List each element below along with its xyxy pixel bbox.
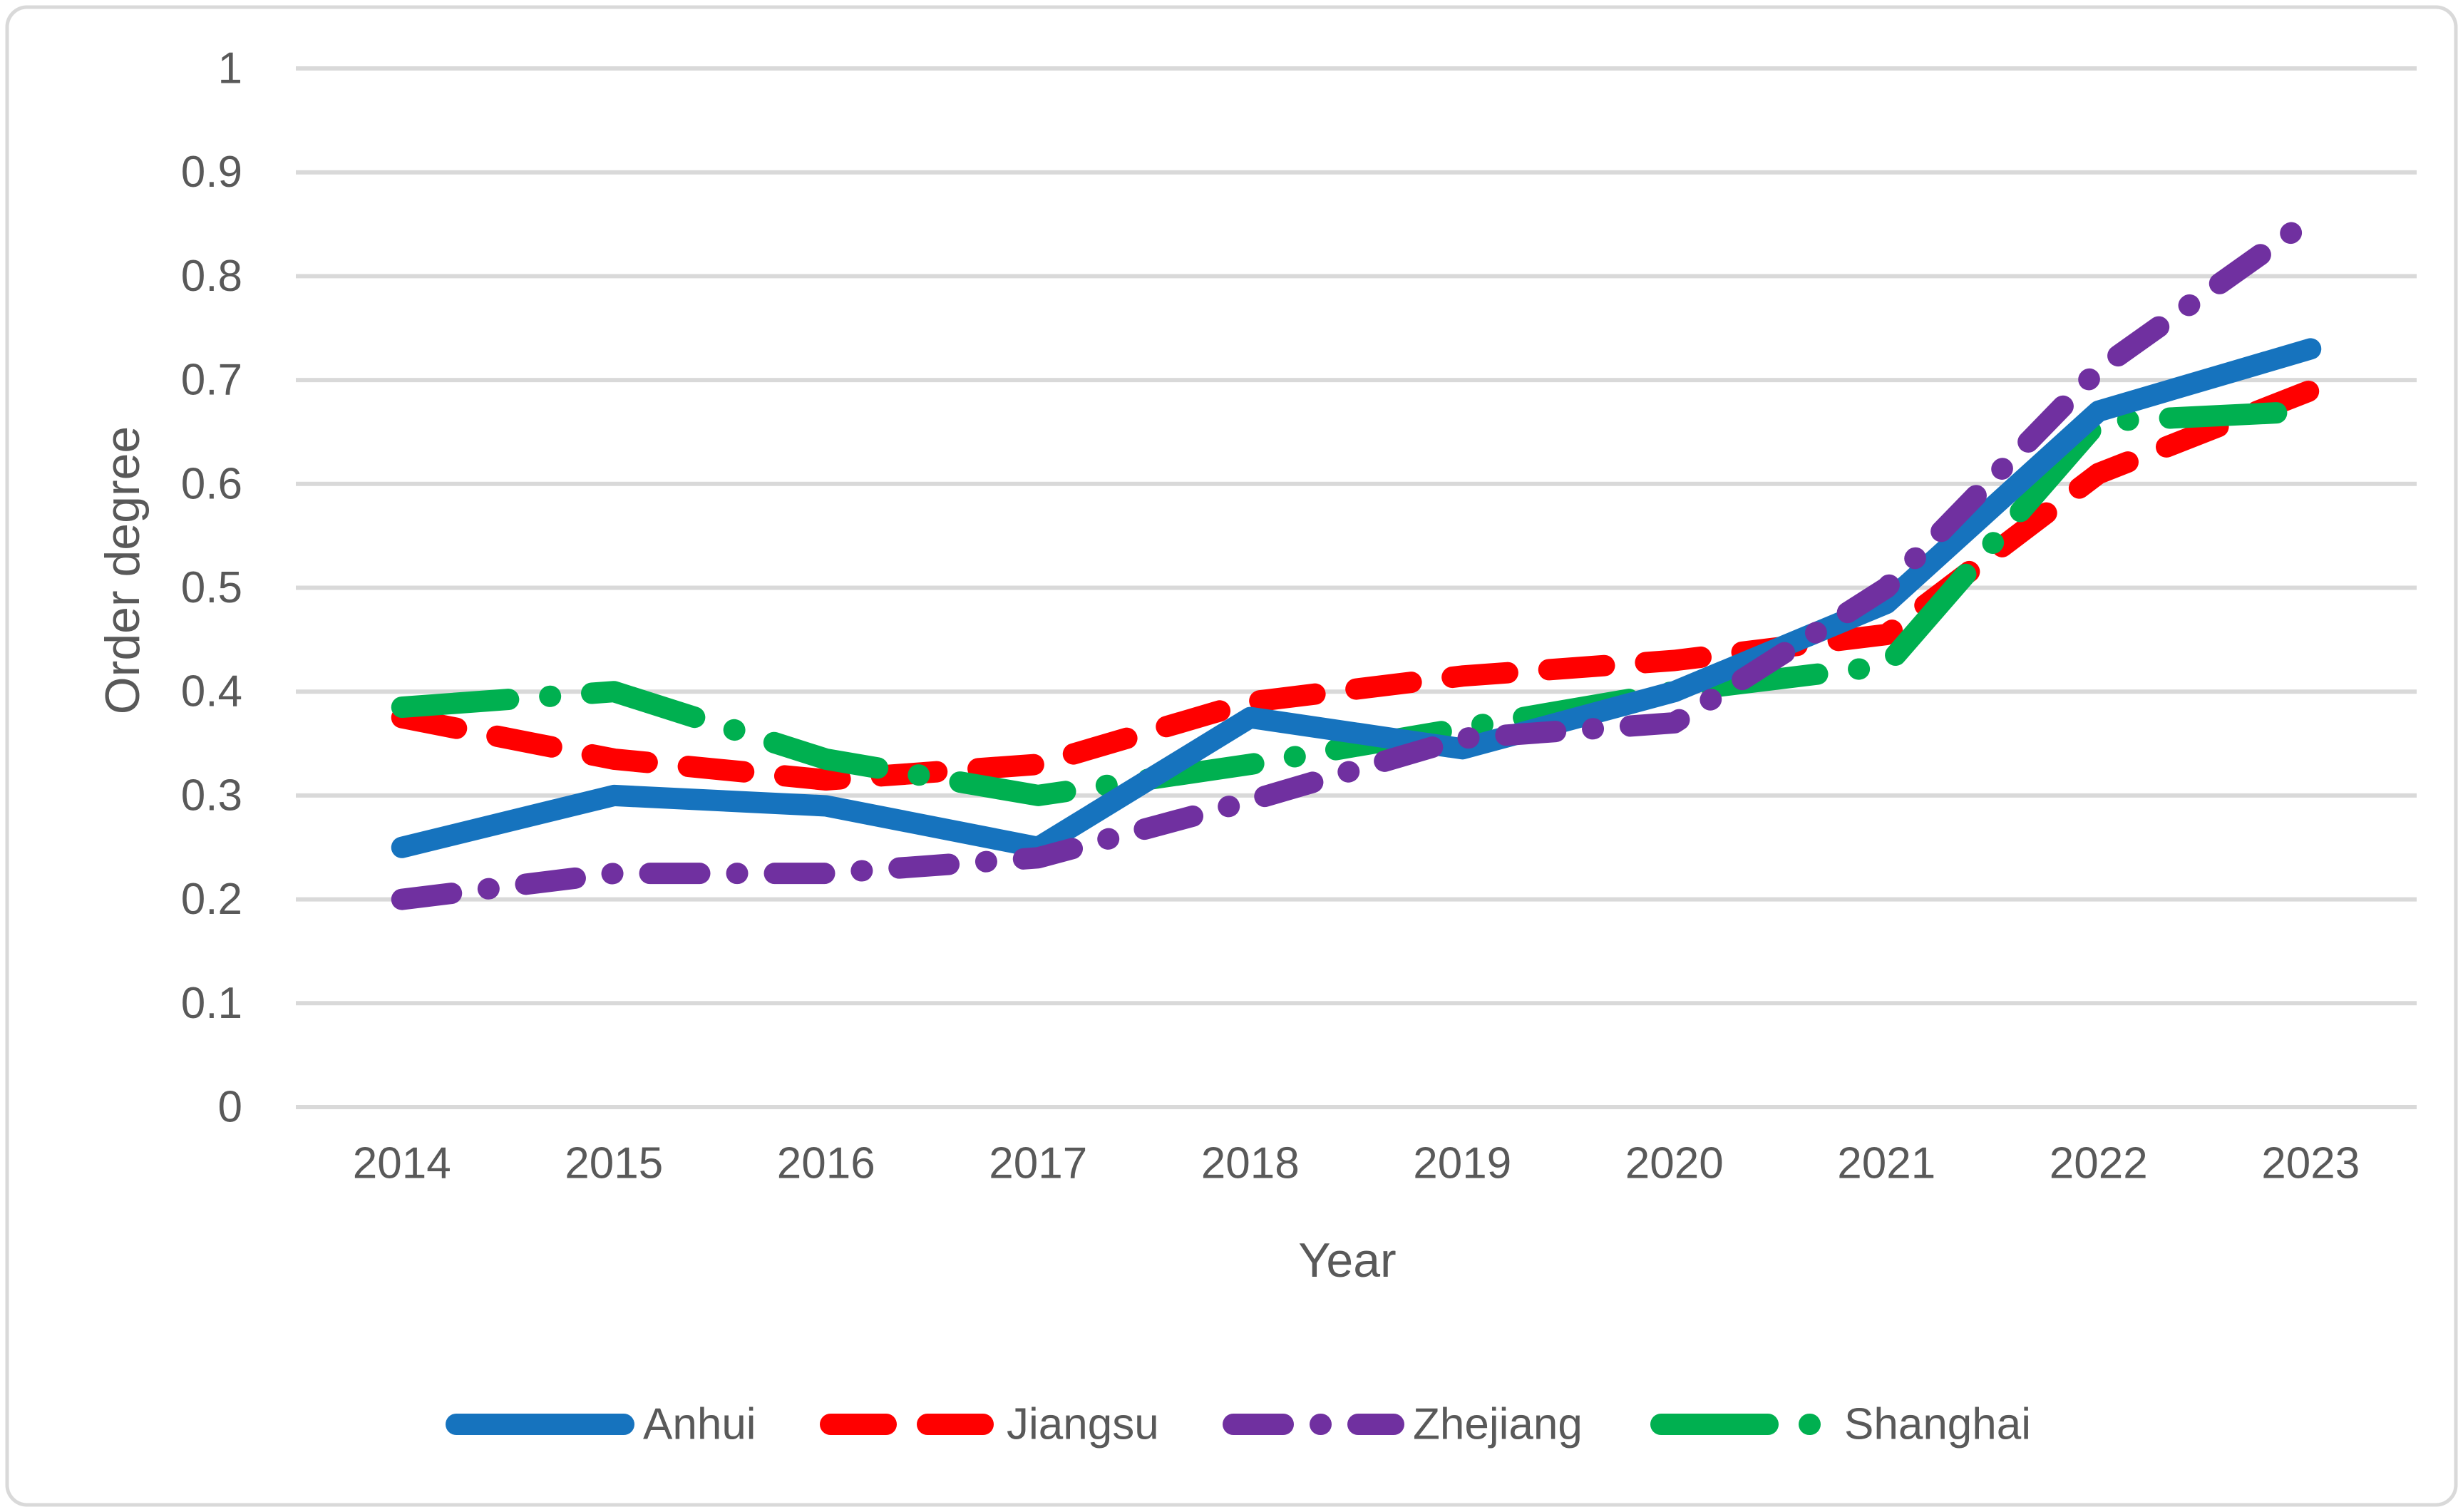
legend-item-anhui: Anhui — [446, 1400, 756, 1449]
series-line-anhui — [391, 338, 2322, 858]
y-tick-label: 0.6 — [181, 459, 242, 508]
x-tick-label: 2017 — [989, 1139, 1087, 1188]
legend-label: Jiangsu — [1007, 1400, 1159, 1449]
series-line-zhejiang — [391, 208, 2322, 910]
y-tick-label: 0.9 — [181, 148, 242, 197]
figure-border — [5, 5, 2458, 1507]
y-tick-label: 0.2 — [181, 875, 242, 924]
y-tick-label: 0.3 — [181, 771, 242, 820]
x-tick-label: 2022 — [2050, 1139, 2148, 1188]
x-tick-label: 2019 — [1413, 1139, 1511, 1188]
y-axis-title: Order degree — [96, 426, 150, 714]
x-tick-label: 2018 — [1201, 1139, 1300, 1188]
legend-item-shanghai: Shanghai — [1650, 1400, 2031, 1449]
y-tick-label: 0.8 — [181, 252, 242, 301]
y-tick-label: 0.4 — [181, 667, 242, 716]
legend-label: Zhejiang — [1413, 1400, 1583, 1449]
y-tick-label: 0.7 — [181, 356, 242, 405]
y-tick-label: 0.1 — [181, 979, 242, 1028]
series-line-jiangsu — [391, 379, 2322, 791]
x-tick-label: 2016 — [777, 1139, 875, 1188]
x-tick-label: 2021 — [1837, 1139, 1935, 1188]
legend-label: Shanghai — [1844, 1400, 2031, 1449]
legend-item-zhejiang: Zhejiang — [1223, 1400, 1583, 1449]
x-axis-title: Year — [1298, 1233, 1396, 1287]
x-tick-label: 2023 — [2261, 1139, 2360, 1188]
legend-item-jiangsu: Jiangsu — [820, 1400, 1159, 1449]
x-tick-label: 2014 — [353, 1139, 451, 1188]
x-tick-label: 2020 — [1625, 1139, 1724, 1188]
y-tick-label: 0 — [218, 1083, 242, 1132]
y-tick-label: 0.5 — [181, 563, 242, 612]
y-tick-label: 1 — [218, 44, 242, 93]
x-tick-label: 2015 — [565, 1139, 663, 1188]
series-line-shanghai — [391, 400, 2322, 806]
legend-label: Anhui — [643, 1400, 756, 1449]
